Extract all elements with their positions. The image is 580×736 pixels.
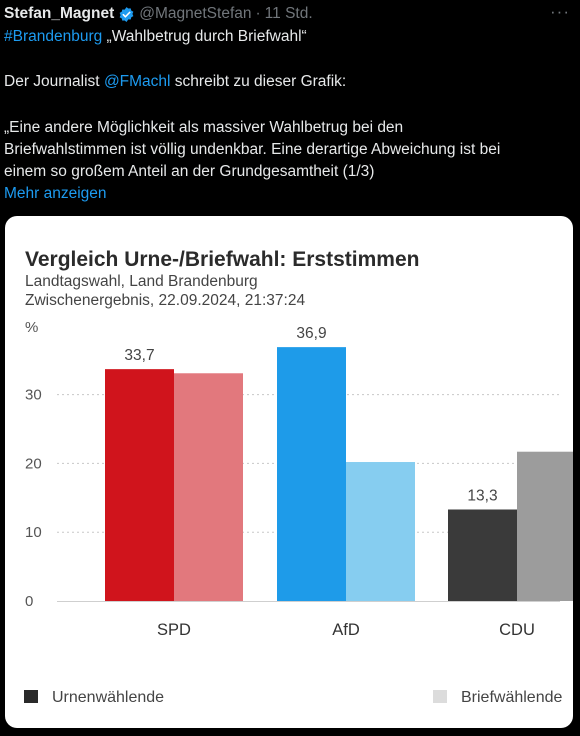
tweet-text: schreibt zu dieser Grafik: (170, 73, 347, 90)
author-name[interactable]: Stefan_Magnet (4, 5, 115, 22)
tweet-text-line-4: Briefwahlstimmen ist völlig undenkbar. E… (4, 141, 501, 158)
legend-label-brief: Briefwählende (461, 689, 563, 706)
chart-title: Vergleich Urne-/Briefwahl: Erststimmen (25, 248, 419, 271)
legend-label-urne: Urnenwählende (52, 689, 164, 706)
x-tick-label-spd: SPD (157, 621, 191, 639)
hashtag-link[interactable]: #Brandenburg (4, 28, 103, 45)
data-label-spd: 33,7 (124, 347, 154, 364)
bar-cdu-brief (517, 451, 573, 601)
bar-afd-urne (277, 347, 346, 601)
data-label-afd: 36,9 (296, 325, 326, 342)
tweet-text-line-2: Der Journalist @FMachl schreibt zu diese… (4, 73, 346, 91)
y-tick-label-10: 10 (25, 524, 42, 541)
tweet-headline: „Wahlbetrug durch Briefwahl“ (102, 28, 307, 45)
more-options-icon[interactable]: ··· (550, 2, 570, 21)
mention-link[interactable]: @FMachl (103, 73, 171, 90)
legend-swatch-urne (24, 690, 38, 703)
x-tick-label-afd: AfD (332, 621, 360, 639)
bar-afd-brief (346, 462, 415, 601)
legend-swatch-brief (433, 690, 447, 703)
header-separator: · (255, 5, 261, 22)
bar-spd-urne (105, 369, 174, 601)
author-handle[interactable]: @MagnetStefan (139, 5, 252, 22)
bar-cdu-urne (448, 509, 517, 601)
x-tick-label-cdu: CDU (499, 621, 535, 639)
y-tick-label-0: 0 (25, 593, 33, 610)
tweet-text: Der Journalist (4, 73, 104, 90)
data-label-cdu: 13,3 (467, 487, 497, 504)
tweet-text-line-5: einem so großem Anteil an der Grundgesam… (4, 163, 375, 180)
chart-image-card[interactable]: Vergleich Urne-/Briefwahl: Erststimmen L… (5, 216, 573, 728)
tweet-header: Stefan_Magnet @MagnetStefan · 11 Std. (4, 3, 313, 25)
verified-badge-icon (119, 6, 134, 22)
tweet-text-line-1: #Brandenburg „Wahlbetrug durch Briefwahl… (4, 28, 307, 46)
tweet-text-line-3: „Eine andere Möglichkeit als massiver Wa… (4, 119, 404, 136)
bar-chart: Vergleich Urne-/Briefwahl: Erststimmen L… (24, 248, 573, 706)
bar-spd-brief (174, 373, 243, 601)
post-time[interactable]: 11 Std. (264, 5, 313, 22)
y-tick-label-20: 20 (25, 455, 42, 472)
chart-subtitle-1: Landtagswahl, Land Brandenburg (25, 273, 258, 290)
y-tick-label-30: 30 (25, 387, 42, 404)
show-more-link[interactable]: Mehr anzeigen (4, 185, 107, 202)
y-axis-label: % (25, 319, 38, 336)
chart-subtitle-2: Zwischenergebnis, 22.09.2024, 21:37:24 (25, 292, 305, 309)
